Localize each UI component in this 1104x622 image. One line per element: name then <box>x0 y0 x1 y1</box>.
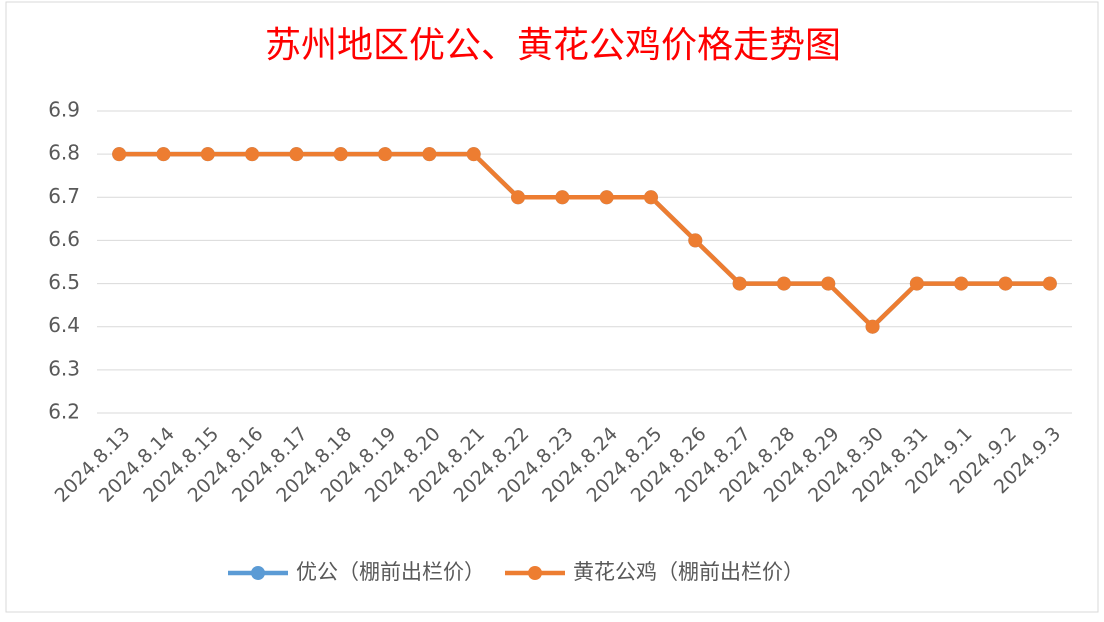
point <box>821 276 836 291</box>
point <box>954 276 969 291</box>
point <box>599 190 614 205</box>
point <box>156 147 171 162</box>
y-tick-label: 6.9 <box>48 98 80 122</box>
point <box>466 147 481 162</box>
point <box>422 147 437 162</box>
point <box>333 147 348 162</box>
point <box>643 190 658 205</box>
point <box>1042 276 1057 291</box>
point <box>245 147 260 162</box>
point <box>909 276 924 291</box>
point <box>378 147 393 162</box>
legend-label: 黄花公鸡（棚前出栏价） <box>573 560 804 584</box>
chart-title: 苏州地区优公、黄花公鸡价格走势图 <box>265 25 841 66</box>
point <box>732 276 747 291</box>
y-tick-label: 6.2 <box>48 400 80 424</box>
point <box>776 276 791 291</box>
point <box>865 319 880 334</box>
y-tick-label: 6.6 <box>48 227 80 251</box>
legend-marker <box>251 566 265 580</box>
point <box>289 147 304 162</box>
y-tick-label: 6.7 <box>48 184 80 208</box>
y-tick-label: 6.3 <box>48 356 80 380</box>
legend-marker <box>528 566 542 580</box>
point <box>998 276 1013 291</box>
point <box>688 233 703 248</box>
y-tick-label: 6.8 <box>48 141 80 165</box>
y-tick-label: 6.4 <box>48 313 80 337</box>
chart-border <box>5 1 1099 613</box>
point <box>112 147 127 162</box>
series-line <box>119 151 1050 329</box>
point <box>511 190 526 205</box>
point <box>200 147 215 162</box>
y-tick-label: 6.5 <box>48 270 80 294</box>
point <box>555 190 570 205</box>
legend-label: 优公（棚前出栏价） <box>296 560 485 584</box>
